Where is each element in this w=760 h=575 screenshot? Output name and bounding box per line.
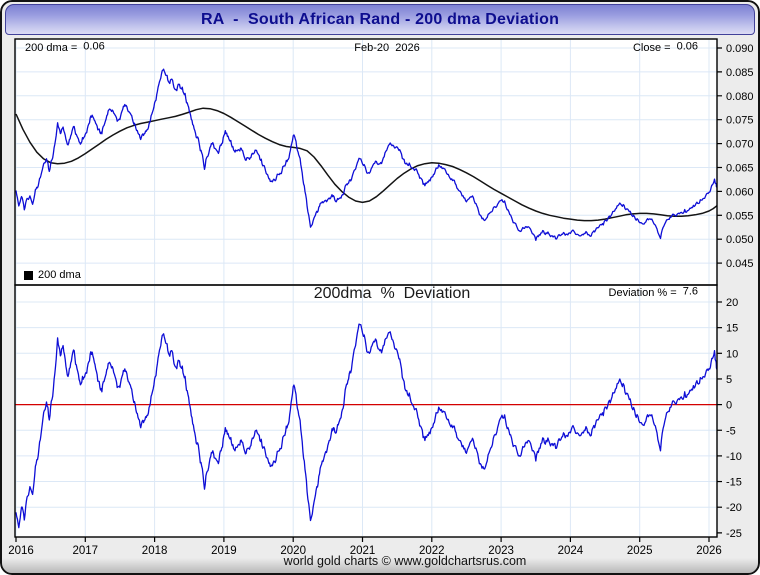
- axis-tick-label: 15: [726, 323, 738, 335]
- axis-tick-label: -10: [726, 451, 742, 463]
- deviation-readout: Deviation % = 7.6: [608, 285, 698, 300]
- price-series-line: [15, 68, 717, 242]
- axis-tick-label: -5: [726, 425, 736, 437]
- legend-label: 200 dma: [38, 269, 81, 281]
- axis-tick-label: 2021: [350, 545, 376, 557]
- date-label: Feb-20 2026: [354, 42, 420, 54]
- axis-tick-label: 2018: [142, 545, 168, 557]
- page-title: RA - South African Rand - 200 dma Deviat…: [200, 10, 560, 28]
- deviation-series-line: [15, 323, 717, 529]
- axis-tick-label: 2024: [558, 545, 584, 557]
- deviation-panel: [15, 285, 717, 537]
- legend-swatch-icon: [24, 270, 33, 280]
- axis-tick-label: -25: [726, 528, 742, 540]
- axis-tick-label: 2022: [419, 545, 445, 557]
- gridlines: [15, 40, 716, 536]
- axis-tick-label: 0.060: [726, 186, 754, 198]
- axis-tick-label: 0.090: [726, 43, 754, 55]
- dma-readout-value: 0.06: [83, 40, 105, 53]
- dma-series-line: [15, 107, 717, 222]
- axis-tick-label: 0.055: [726, 210, 754, 222]
- axis-tick-label: 2017: [73, 545, 99, 557]
- axis-tick-label: 2023: [488, 545, 514, 557]
- deviation-readout-value: 7.6: [682, 285, 698, 298]
- axis-tick-label: 5: [726, 374, 732, 386]
- axis-labels: 0.0900.0850.0800.0750.0700.0650.0600.055…: [8, 43, 753, 557]
- axis-tick-label: 20: [726, 297, 738, 309]
- axis-tick-label: 2016: [8, 545, 34, 557]
- close-readout-value: 0.06: [676, 40, 698, 53]
- deviation-readout-label: Deviation % =: [608, 287, 677, 299]
- axis-tick-label: 2025: [627, 545, 653, 557]
- close-readout-label: Close =: [632, 42, 671, 54]
- axis-tick-label: 0: [726, 400, 732, 412]
- deviation-panel-border: [14, 284, 718, 538]
- axis-tick-label: -15: [726, 477, 742, 489]
- axis-tick-label: 0.065: [726, 163, 754, 175]
- axis-tick-label: 2020: [280, 545, 306, 557]
- axis-tick-label: 0.070: [726, 139, 754, 151]
- deviation-panel-title: 200dma % Deviation: [313, 285, 471, 302]
- dma-readout-label: 200 dma =: [25, 42, 78, 54]
- axis-tick-label: -20: [726, 502, 742, 514]
- dma-readout: 200 dma = 0.06: [25, 40, 105, 55]
- price-panel: [15, 39, 717, 285]
- dma-legend: 200 dma: [24, 269, 81, 281]
- axis-tick-label: 2026: [696, 545, 722, 557]
- axis-tick-label: 0.050: [726, 234, 754, 246]
- title-bar: RA - South African Rand - 200 dma Deviat…: [5, 4, 755, 35]
- close-readout: Close = 0.06: [632, 40, 698, 55]
- axis-tick-label: 2019: [211, 545, 237, 557]
- axis-tick-label: 0.045: [726, 258, 754, 270]
- footer-credit: world gold charts © www.goldchartsrus.co…: [283, 554, 527, 568]
- axis-tick-label: 10: [726, 348, 738, 360]
- axis-tick-label: 0.085: [726, 67, 754, 79]
- axis-tick-label: 0.075: [726, 115, 754, 127]
- axis-tick-label: 0.080: [726, 91, 754, 103]
